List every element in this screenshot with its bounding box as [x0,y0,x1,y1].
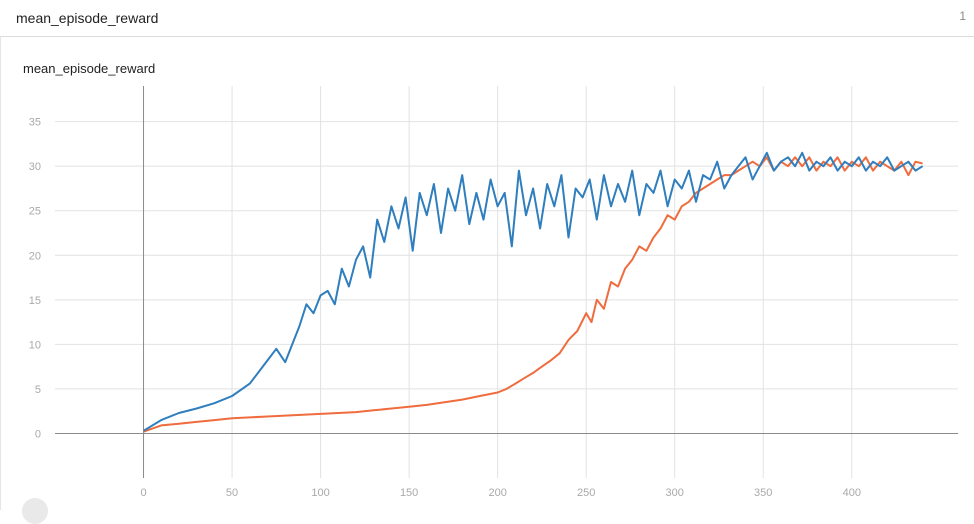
y-tick-label: 10 [29,339,41,351]
y-tick-label: 20 [29,250,41,262]
line-chart[interactable]: 0 50 100 150 200 250 300 350 400 0 5 10 15 20 25 30 35 [0,0,974,510]
y-tick-label: 15 [29,295,41,307]
x-tick-label: 200 [488,487,506,499]
header-title: mean_episode_reward [16,10,159,26]
y-tick-label: 0 [35,428,41,440]
header-bar: mean_episode_reward 1 [0,0,974,37]
y-tick-label: 25 [29,206,41,218]
chart-title: mean_episode_reward [23,61,156,76]
x-tick-label: 300 [666,487,684,499]
x-tick-label: 0 [140,487,146,499]
x-tick-label: 50 [226,487,238,499]
x-tick-label: 150 [400,487,418,499]
x-tick-label: 100 [311,487,329,499]
y-tick-label: 30 [29,161,41,173]
header-count: 1 [959,9,966,23]
x-tick-label: 400 [843,487,861,499]
x-tick-label: 350 [754,487,772,499]
expand-button[interactable] [22,498,48,524]
y-tick-label: 35 [29,117,41,129]
y-tick-label: 5 [35,384,41,396]
series-line-orange [143,156,923,433]
x-tick-label: 250 [577,487,595,499]
chart-card: mean_episode_reward [0,37,974,510]
series-line-blue [142,151,924,432]
